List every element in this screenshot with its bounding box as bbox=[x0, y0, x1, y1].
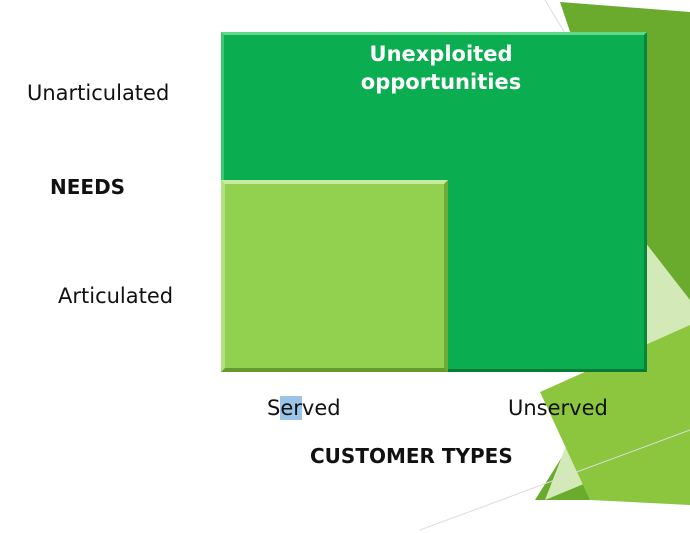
decoration-mid-triangle bbox=[540, 325, 690, 505]
x-label-part: S bbox=[267, 396, 281, 420]
decoration-line bbox=[419, 429, 690, 531]
served-articulated-region bbox=[221, 180, 448, 372]
unexploited-opportunities-label: Unexploited opportunities bbox=[330, 40, 552, 96]
x-axis-title: CUSTOMER TYPES bbox=[310, 444, 513, 468]
text-selection-highlight: er bbox=[280, 396, 302, 420]
y-label-unarticulated: Unarticulated bbox=[27, 81, 170, 105]
region-label-line: Unexploited bbox=[369, 42, 513, 66]
x-label-unserved: Unserved bbox=[508, 396, 608, 420]
x-label-part: ved bbox=[301, 396, 341, 420]
y-axis-title: NEEDS bbox=[50, 175, 126, 199]
x-label-served: Served bbox=[267, 396, 341, 420]
region-label-line: opportunities bbox=[360, 70, 522, 94]
y-label-articulated: Articulated bbox=[58, 284, 174, 308]
